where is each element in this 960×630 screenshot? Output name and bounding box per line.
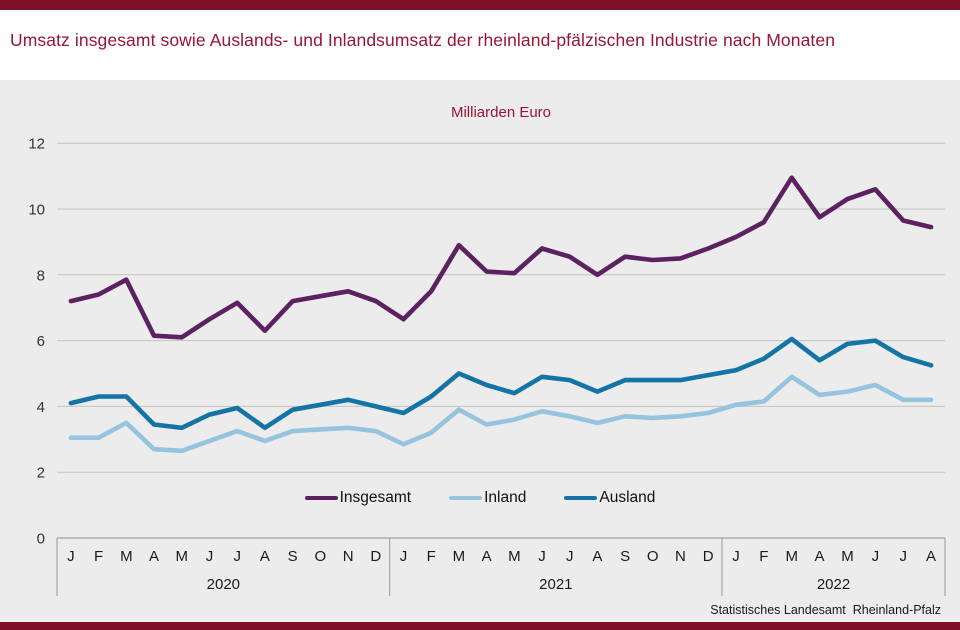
- legend-label-inland: Inland: [484, 489, 527, 506]
- unit-label: Milliarden Euro: [450, 104, 552, 121]
- ausland-line-swatch-icon: [564, 495, 598, 501]
- legend-entry-ausland: Ausland: [564, 489, 655, 507]
- source-region: Rheinland-Pfalz: [852, 603, 941, 617]
- chart-panel: [0, 80, 960, 622]
- legend-entry-inland: Inland: [449, 489, 526, 507]
- legend-label-insgesamt: Insgesamt: [339, 489, 412, 506]
- top-accent-bar: [0, 0, 960, 10]
- legend-label-ausland: Ausland: [599, 489, 656, 506]
- legend-entry-insgesamt: Insgesamt: [304, 489, 412, 507]
- insgesamt-line-swatch-icon: [304, 495, 338, 501]
- source-attribution: Statistisches Landesamt Rheinland-Pfalz: [710, 603, 941, 617]
- inland-line-swatch-icon: [449, 495, 483, 501]
- page-title: Umsatz insgesamt sowie Auslands- und Inl…: [10, 30, 836, 50]
- bottom-accent-bar: [0, 622, 960, 630]
- source-org: Statistisches Landesamt: [710, 603, 846, 617]
- chart-legend: Insgesamt Inland Ausland: [0, 489, 960, 507]
